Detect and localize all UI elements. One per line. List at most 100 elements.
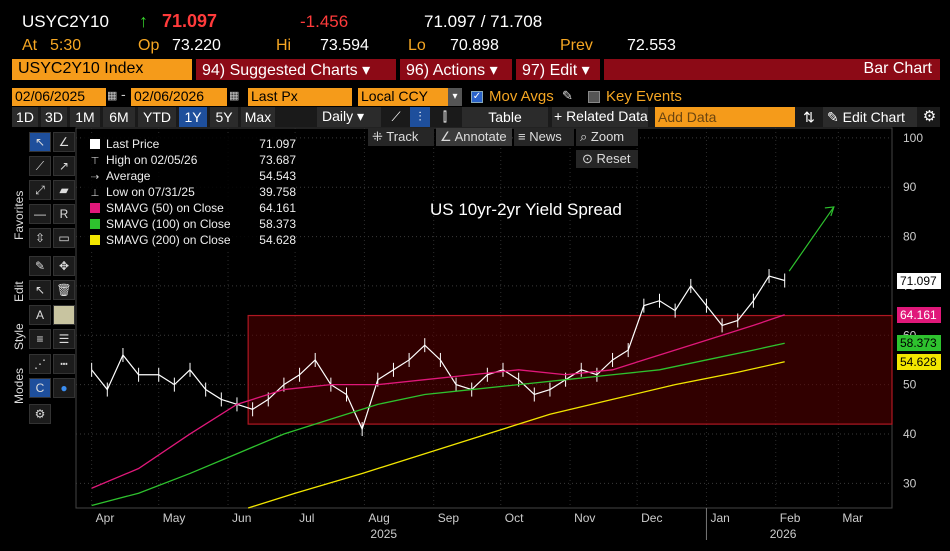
legend-swatch xyxy=(90,203,100,213)
reset-button[interactable]: ⊙ Reset xyxy=(576,150,638,168)
x-tick-label: Aug xyxy=(368,511,389,525)
line-chart-icon[interactable]: ⟋ xyxy=(391,109,401,124)
draw-line-icon[interactable]: ∠ xyxy=(53,132,75,152)
gear-icon[interactable]: ⚙ xyxy=(922,108,937,125)
legend-lo-icon: ⊥ xyxy=(90,188,100,199)
x-tick-label: Apr xyxy=(96,511,115,525)
line-width-icon[interactable]: ☰ xyxy=(53,329,75,349)
chevron-down-icon[interactable]: ▾ xyxy=(448,88,462,106)
side-tab-edit[interactable]: Edit xyxy=(12,281,26,302)
legend-row: ⊥ Low on 07/31/25 39.758 xyxy=(90,185,296,199)
x-tick-label: Jul xyxy=(299,511,314,525)
trash-icon[interactable]: 🗑 xyxy=(53,280,75,300)
period-button-1y[interactable]: 1Y xyxy=(179,107,207,127)
calendar-icon[interactable]: ▦ xyxy=(229,90,240,102)
price-tag: 54.628 xyxy=(897,353,941,370)
up-arrow-icon: ↑ xyxy=(139,11,148,31)
frequency-select[interactable]: Daily ▾ xyxy=(317,107,381,127)
mode-c-icon[interactable]: C xyxy=(29,378,51,398)
field-select[interactable]: Last Px xyxy=(248,88,352,106)
candle-icon[interactable]: ⫿ xyxy=(442,109,448,124)
security-field[interactable]: USYC2Y10 Index xyxy=(12,59,192,80)
ticker: USYC2Y10 xyxy=(22,12,109,31)
legend-hi-icon: ⊤ xyxy=(90,156,100,167)
select-icon[interactable]: ↖ xyxy=(29,280,51,300)
trend-line-icon[interactable]: ⟋ xyxy=(29,156,51,176)
y-tick-label: 50 xyxy=(903,378,917,392)
zoom-button[interactable]: ⌕ Zoom xyxy=(576,128,638,146)
side-tab-modes[interactable]: Modes xyxy=(12,367,26,404)
legend-value: 58.373 xyxy=(259,217,296,231)
ray-icon[interactable]: ↗ xyxy=(53,156,75,176)
brush-icon[interactable]: ✎ xyxy=(29,256,51,276)
price-tag: 64.161 xyxy=(897,306,941,323)
calendar-icon[interactable]: ▦ xyxy=(107,90,118,102)
fibonacci-icon[interactable]: R xyxy=(53,204,75,224)
legend-label: Last Price xyxy=(106,137,160,151)
add-data-input[interactable]: Add Data xyxy=(655,107,795,127)
actions-menu[interactable]: 96) Actions ▾ xyxy=(400,59,512,80)
pencil-icon[interactable]: ✎ xyxy=(562,88,573,103)
period-button-max[interactable]: Max xyxy=(241,107,275,127)
legend-value: 71.097 xyxy=(259,137,296,151)
suggested-charts-menu[interactable]: 94) Suggested Charts ▾ xyxy=(196,59,396,80)
sma200-line xyxy=(247,361,785,509)
track-button[interactable]: ⁜ Track xyxy=(368,128,434,146)
pointer-icon[interactable]: ↖ xyxy=(29,132,51,152)
range-box xyxy=(247,314,893,425)
x-tick-label: Nov xyxy=(574,511,595,525)
chart-type-title: Bar Chart xyxy=(604,59,940,80)
end-date-field[interactable]: 02/06/2026 xyxy=(131,88,227,106)
edit-chart-button[interactable]: ✎ Edit Chart xyxy=(823,107,917,127)
op-label: Op xyxy=(138,37,160,54)
sort-icon[interactable]: ⇅ xyxy=(803,109,815,125)
legend-value: 39.758 xyxy=(259,185,296,199)
related-data-button[interactable]: + Related Data xyxy=(552,107,648,127)
legend-label: High on 02/05/26 xyxy=(106,153,198,167)
period-button-1m[interactable]: 1M xyxy=(70,107,100,127)
key-events-label: Key Events xyxy=(606,88,682,105)
key-events-checkbox[interactable] xyxy=(588,91,600,103)
legend-row: SMAVG (100) on Close 58.373 xyxy=(90,217,296,231)
legend-value: 73.687 xyxy=(259,153,296,167)
side-tab-style[interactable]: Style xyxy=(12,323,26,350)
annotate-button[interactable]: ∠ Annotate xyxy=(436,128,512,146)
period-button-6m[interactable]: 6M xyxy=(103,107,135,127)
price-tag: 71.097 xyxy=(897,272,941,289)
mov-avgs-checkbox[interactable]: ✓ xyxy=(471,91,483,103)
gear-icon[interactable]: ⚙ xyxy=(29,404,51,424)
currency-select[interactable]: Local CCY xyxy=(358,88,448,106)
add-data-placeholder: Add Data xyxy=(658,109,717,125)
side-tab-favorites[interactable]: Favorites xyxy=(12,190,26,240)
table-button[interactable]: Table xyxy=(462,107,548,127)
period-button-3d[interactable]: 3D xyxy=(41,107,67,127)
dotted-line-icon[interactable]: ⋰ xyxy=(29,354,51,374)
price-range-icon[interactable]: ⇳ xyxy=(29,228,51,248)
line-style-icon[interactable]: ≡ xyxy=(29,329,51,349)
legend-value: 54.543 xyxy=(259,169,296,183)
at-value: 5:30 xyxy=(50,37,82,54)
edit-menu[interactable]: 97) Edit ▾ xyxy=(516,59,600,80)
horizontal-line-icon[interactable]: — xyxy=(29,204,51,224)
bid-ask: 71.097 / 71.708 xyxy=(424,12,543,31)
legend-avg-icon: ⇢ xyxy=(90,172,100,183)
rectangle-icon[interactable]: ▭ xyxy=(53,228,75,248)
legend-swatch xyxy=(90,139,100,149)
period-button-1d[interactable]: 1D xyxy=(12,107,38,127)
news-button[interactable]: ≡ News xyxy=(514,128,574,146)
start-date-field[interactable]: 02/06/2025 xyxy=(12,88,106,106)
legend-label: Average xyxy=(106,169,151,183)
x-tick-label: Mar xyxy=(842,511,863,525)
dashed-line-icon[interactable]: ┅ xyxy=(53,354,75,374)
channel-icon[interactable]: ⤢ xyxy=(29,180,51,200)
text-icon[interactable]: A xyxy=(29,305,51,325)
color-swatch-icon[interactable] xyxy=(53,305,75,325)
lo-value: 70.898 xyxy=(450,37,499,54)
period-button-ytd[interactable]: YTD xyxy=(138,107,176,127)
parallel-icon[interactable]: ▰ xyxy=(53,180,75,200)
palette-icon[interactable]: ● xyxy=(53,378,75,398)
move-icon[interactable]: ✥ xyxy=(53,256,75,276)
bar-chart-icon[interactable]: ⫶ xyxy=(410,107,430,127)
period-button-5y[interactable]: 5Y xyxy=(210,107,238,127)
